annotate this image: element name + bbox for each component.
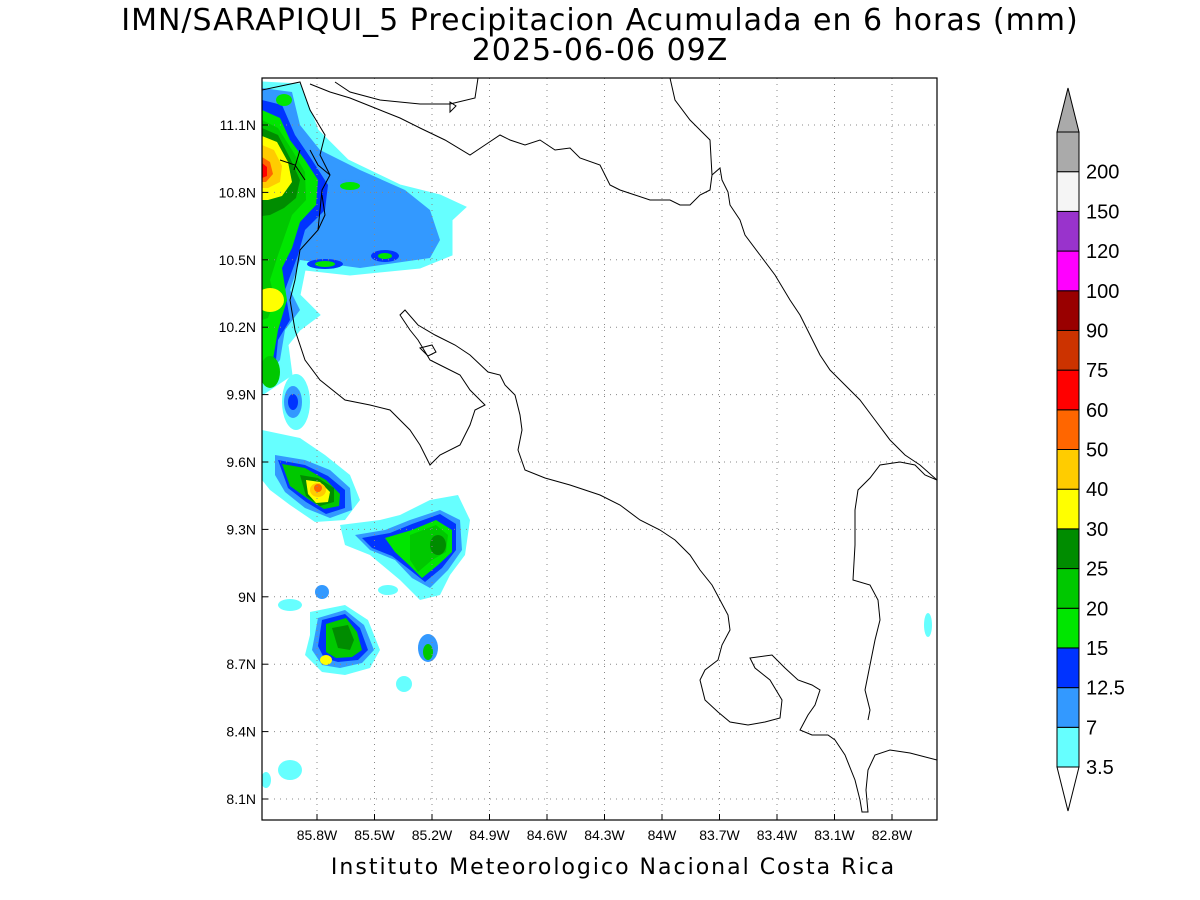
rain-cell-small-f xyxy=(278,599,302,611)
lat-axis: 11.1N 10.8N 10.5N 10.2N 9.9N 9.6N 9.3N 9N 8.7N 8.… xyxy=(219,117,268,807)
colorbar-swatch xyxy=(1056,250,1080,292)
lat-tick-label: 9.9N xyxy=(226,387,256,403)
colorbar-label: 120 xyxy=(1086,241,1119,263)
colorbar-label: 3.5 xyxy=(1086,757,1114,779)
colorbar-swatch xyxy=(1056,329,1080,371)
lat-tick-label: 10.8N xyxy=(219,184,256,200)
colorbar-label: 12.5 xyxy=(1086,678,1125,700)
lat-tick-label: 8.1N xyxy=(226,791,256,807)
lon-axis: 85.8W 85.5W 85.2W 84.9W 84.6W 84.3W 84W 83.7W 83… xyxy=(297,814,913,843)
colorbar-swatch xyxy=(1056,607,1080,649)
lat-tick-label: 8.7N xyxy=(226,656,256,672)
colorbar-label: 25 xyxy=(1086,559,1108,581)
lat-tick-label: 9.3N xyxy=(226,521,256,537)
map-frame xyxy=(261,77,938,821)
colorbar-swatch xyxy=(1056,528,1080,570)
colorbar-swatch xyxy=(1056,171,1080,212)
lon-tick-label: 84.9W xyxy=(469,827,510,843)
lon-tick-label: 83.1W xyxy=(814,827,855,843)
colorbar-label: 90 xyxy=(1086,320,1108,342)
colorbar-label: 200 xyxy=(1086,162,1119,184)
colorbar-label: 60 xyxy=(1086,400,1108,422)
lon-tick-label: 84.3W xyxy=(584,827,625,843)
colorbar-swatch xyxy=(1056,210,1080,252)
precipitation-field xyxy=(262,81,932,788)
lon-tick-label: 85.2W xyxy=(412,827,453,843)
lon-tick-label: 84W xyxy=(648,827,678,843)
colorbar-over-arrow xyxy=(1056,87,1080,133)
colorbar-label: 15 xyxy=(1086,638,1108,660)
lon-tick-label: 83.4W xyxy=(757,827,798,843)
colorbar-swatch xyxy=(1056,488,1080,530)
lat-tick-label: 10.5N xyxy=(219,252,256,268)
rain-cell-nw-small-e xyxy=(262,288,284,312)
lat-tick-label: 9N xyxy=(238,589,256,605)
colorbar-label: 100 xyxy=(1086,281,1119,303)
colorbar-swatch xyxy=(1056,409,1080,450)
colorbar-label: 40 xyxy=(1086,479,1108,501)
lat-tick-label: 11.1N xyxy=(220,117,256,133)
lon-tick-label: 83.7W xyxy=(699,827,740,843)
map-timestamp: 2025-06-06 09Z xyxy=(471,33,729,68)
colorbar-swatch xyxy=(1056,290,1080,331)
rain-cell-nw-60 xyxy=(262,163,267,178)
colorbar-label: 7 xyxy=(1086,717,1097,739)
colorbar-swatch xyxy=(1056,687,1080,728)
colorbar-swatch xyxy=(1056,449,1080,490)
colorbar-swatch xyxy=(1056,647,1080,689)
colorbar-label: 30 xyxy=(1086,519,1108,541)
institution-credit: Instituto Meteorologico Nacional Costa R… xyxy=(330,855,897,880)
colorbar-under-arrow xyxy=(1056,766,1080,812)
lat-tick-label: 10.2N xyxy=(219,319,256,335)
colorbar-label: 150 xyxy=(1086,201,1119,223)
colorbar-label: 75 xyxy=(1086,360,1108,382)
lat-tick-label: 9.6N xyxy=(226,454,256,470)
colorbar-swatch xyxy=(1056,131,1080,173)
colorbar-swatch xyxy=(1056,369,1080,411)
lon-tick-label: 82.8W xyxy=(872,827,913,843)
map-grid xyxy=(262,78,937,820)
colorbar: 3.5 7 12.5 15 20 25 30 40 50 60 75 90 100 120 150 200 xyxy=(1056,87,1125,812)
lon-tick-label: 85.5W xyxy=(354,827,395,843)
colorbar-swatch xyxy=(1056,726,1080,768)
colorbar-label: 20 xyxy=(1086,598,1108,620)
map-title: IMN/SARAPIQUI_5 Precipitacion Acumulada … xyxy=(121,3,1079,38)
lon-tick-label: 85.8W xyxy=(297,827,338,843)
colorbar-label: 50 xyxy=(1086,440,1108,462)
lat-tick-label: 8.4N xyxy=(226,724,256,740)
coastline xyxy=(262,78,937,813)
lon-tick-label: 84.6W xyxy=(527,827,568,843)
colorbar-swatch xyxy=(1056,568,1080,609)
